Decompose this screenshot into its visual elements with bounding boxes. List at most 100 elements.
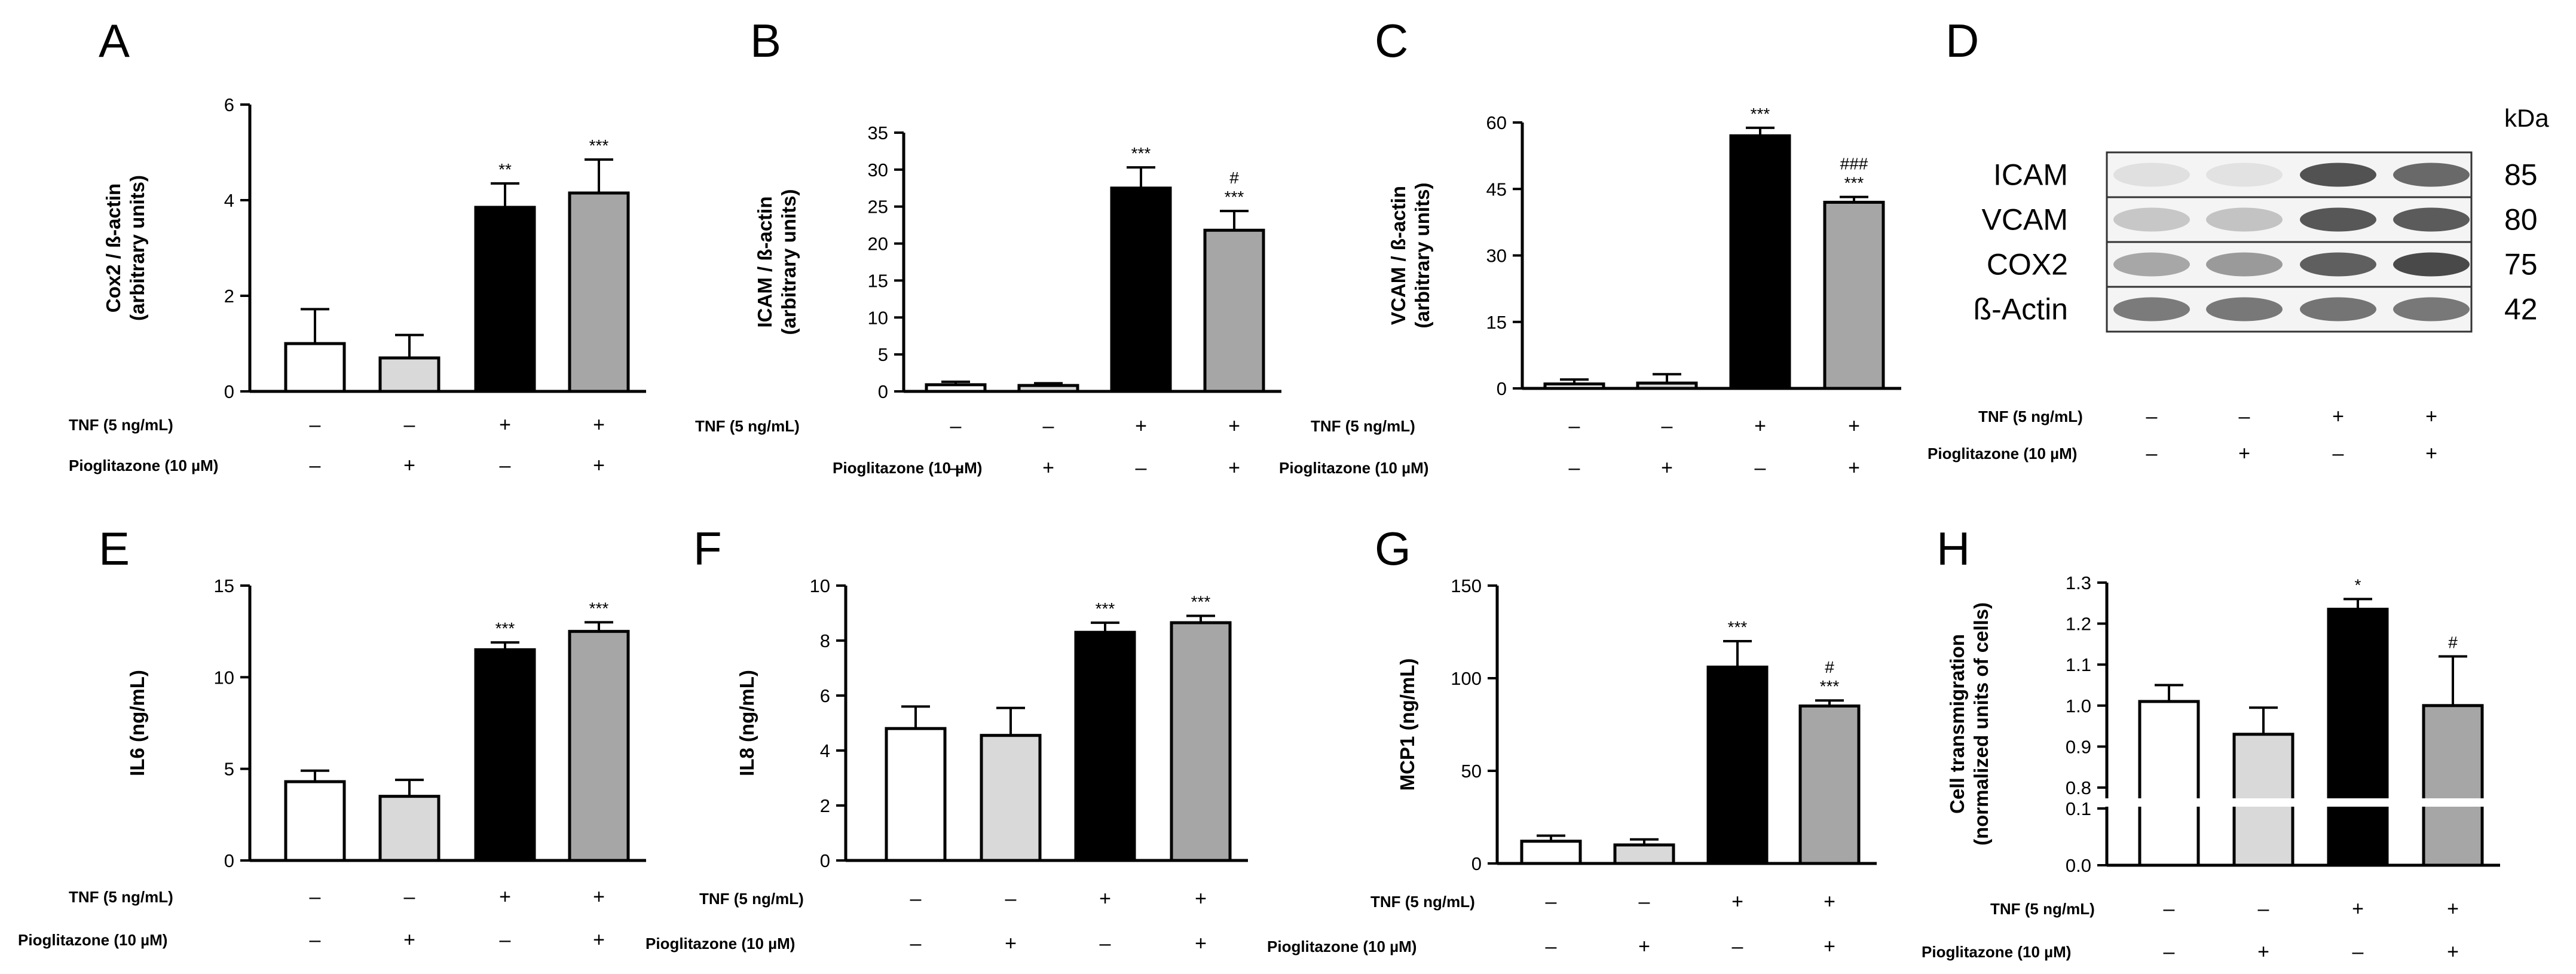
y-tick-label: 5 [878, 344, 888, 365]
tnf-sign: – [910, 887, 922, 910]
pioglitazone-sign: + [2257, 941, 2269, 963]
panel-letter: E [99, 522, 130, 575]
tnf-sign: – [404, 886, 415, 908]
pioglitazone-row-label: Pioglitazone (10 µM) [645, 935, 795, 952]
pioglitazone-sign: + [2447, 941, 2459, 963]
bar [1636, 381, 1698, 390]
tnf-sign: + [2447, 898, 2459, 920]
panel-letter: H [1936, 522, 1970, 575]
bar [1110, 186, 1172, 393]
bar [568, 630, 630, 862]
panel-letter: D [1945, 14, 1979, 67]
significance-marker: *** [589, 599, 609, 617]
pioglitazone-sign: – [2146, 442, 2158, 465]
panel-letter: B [750, 14, 781, 67]
significance-marker: *** [1844, 174, 1864, 192]
y-tick-label: 1.2 [2066, 614, 2091, 635]
y-tick-label: 0 [820, 850, 830, 871]
blot-kda-label: 42 [2504, 293, 2538, 326]
pioglitazone-row-label: Pioglitazone (10 µM) [1267, 938, 1417, 955]
significance-marker: *** [1225, 188, 1244, 206]
pioglitazone-row-label: Pioglitazone (10 µM) [18, 931, 167, 949]
tnf-row-label: TNF (5 ng/mL) [69, 416, 173, 434]
pioglitazone-row-label: Pioglitazone (10 µM) [1928, 445, 2077, 463]
bar [284, 780, 346, 862]
y-tick-label: 150 [1451, 575, 1482, 596]
blot-band [2206, 163, 2283, 187]
tnf-sign: + [499, 414, 511, 436]
blot-band [2393, 207, 2470, 232]
pioglitazone-sign: – [1755, 457, 1766, 479]
tnf-sign: – [1043, 415, 1054, 437]
y-tick-label: 0 [878, 381, 888, 402]
y-tick-label: 6 [820, 685, 830, 706]
tnf-sign: – [2164, 898, 2175, 920]
bar [1823, 201, 1885, 390]
y-tick-label: 0.1 [2066, 798, 2091, 819]
pioglitazone-sign: + [403, 454, 415, 477]
tnf-row-label: TNF (5 ng/mL) [1990, 900, 2095, 918]
bar [2138, 700, 2200, 867]
pioglitazone-sign: – [1732, 935, 1743, 958]
y-axis-label-line: (arbitrary units) [778, 189, 800, 335]
pioglitazone-sign: – [1569, 457, 1580, 479]
bar [1729, 134, 1791, 390]
pioglitazone-sign: + [2238, 442, 2250, 465]
tnf-row-label: TNF (5 ng/mL) [695, 417, 800, 435]
pioglitazone-sign: + [403, 929, 415, 951]
significance-marker: *** [1820, 677, 1840, 696]
blot-kda-label: 80 [2504, 203, 2538, 237]
significance-marker: *** [1131, 144, 1151, 163]
tnf-sign: – [1639, 890, 1650, 913]
y-tick-label: 8 [820, 630, 830, 651]
significance-marker: ### [1840, 155, 1868, 173]
panel-F: F 0 2 4 6 8 10 IL8 (ng/mL) *** *** TNF (5 ng/mL) Pi… [645, 522, 1248, 955]
bar [378, 795, 440, 862]
pioglitazone-sign: + [1195, 932, 1207, 955]
y-tick-label: 35 [868, 122, 888, 143]
pioglitazone-sign: – [2352, 941, 2364, 963]
tnf-sign: + [1848, 415, 1860, 437]
blot-band [2206, 207, 2283, 232]
pioglitazone-row-label: Pioglitazone (10 µM) [1279, 459, 1428, 477]
y-axis-label-line: ICAM / ß-actin [754, 197, 776, 328]
pioglitazone-row-label: Pioglitazone (10 µM) [1922, 943, 2071, 961]
y-tick-label: 15 [1486, 312, 1507, 333]
tnf-sign: – [2258, 898, 2269, 920]
significance-marker: # [1229, 169, 1239, 187]
bar [1170, 621, 1232, 862]
y-tick-label: 2 [224, 286, 234, 307]
y-tick-label: 0.9 [2066, 736, 2091, 757]
panel-C: C 0 15 30 45 60 VCAM / ß-actin (arbitrary units… [1279, 14, 1901, 479]
y-axis-label: IL6 (ng/mL) [126, 670, 148, 776]
tnf-sign: – [1662, 415, 1673, 437]
y-tick-label: 0.0 [2066, 855, 2091, 876]
axis-break [2095, 798, 2512, 807]
tnf-sign: + [2352, 898, 2364, 920]
pioglitazone-sign: – [950, 457, 962, 479]
pioglitazone-sign: – [1136, 457, 1147, 479]
y-tick-label: 2 [820, 795, 830, 816]
y-tick-label: 1.0 [2066, 696, 2091, 716]
tnf-sign: + [1195, 887, 1207, 910]
bar [925, 383, 987, 393]
significance-marker: * [2355, 575, 2361, 594]
blot-band [2393, 252, 2470, 277]
y-tick-label: 4 [820, 740, 830, 761]
y-tick-label: 45 [1486, 179, 1507, 200]
blot-band [2300, 163, 2376, 187]
pioglitazone-sign: + [1638, 935, 1650, 958]
bar [378, 356, 440, 393]
y-tick-label: 6 [224, 94, 234, 115]
bar [474, 648, 536, 862]
tnf-sign: + [1135, 415, 1147, 437]
bar [2327, 608, 2389, 867]
pioglitazone-sign: + [1228, 457, 1240, 479]
y-tick-label: 20 [868, 234, 888, 255]
bar [885, 727, 947, 862]
y-tick-label: 1.1 [2066, 654, 2091, 675]
y-axis-label-line: MCP1 (ng/mL) [1396, 658, 1418, 791]
tnf-sign: + [1099, 887, 1111, 910]
